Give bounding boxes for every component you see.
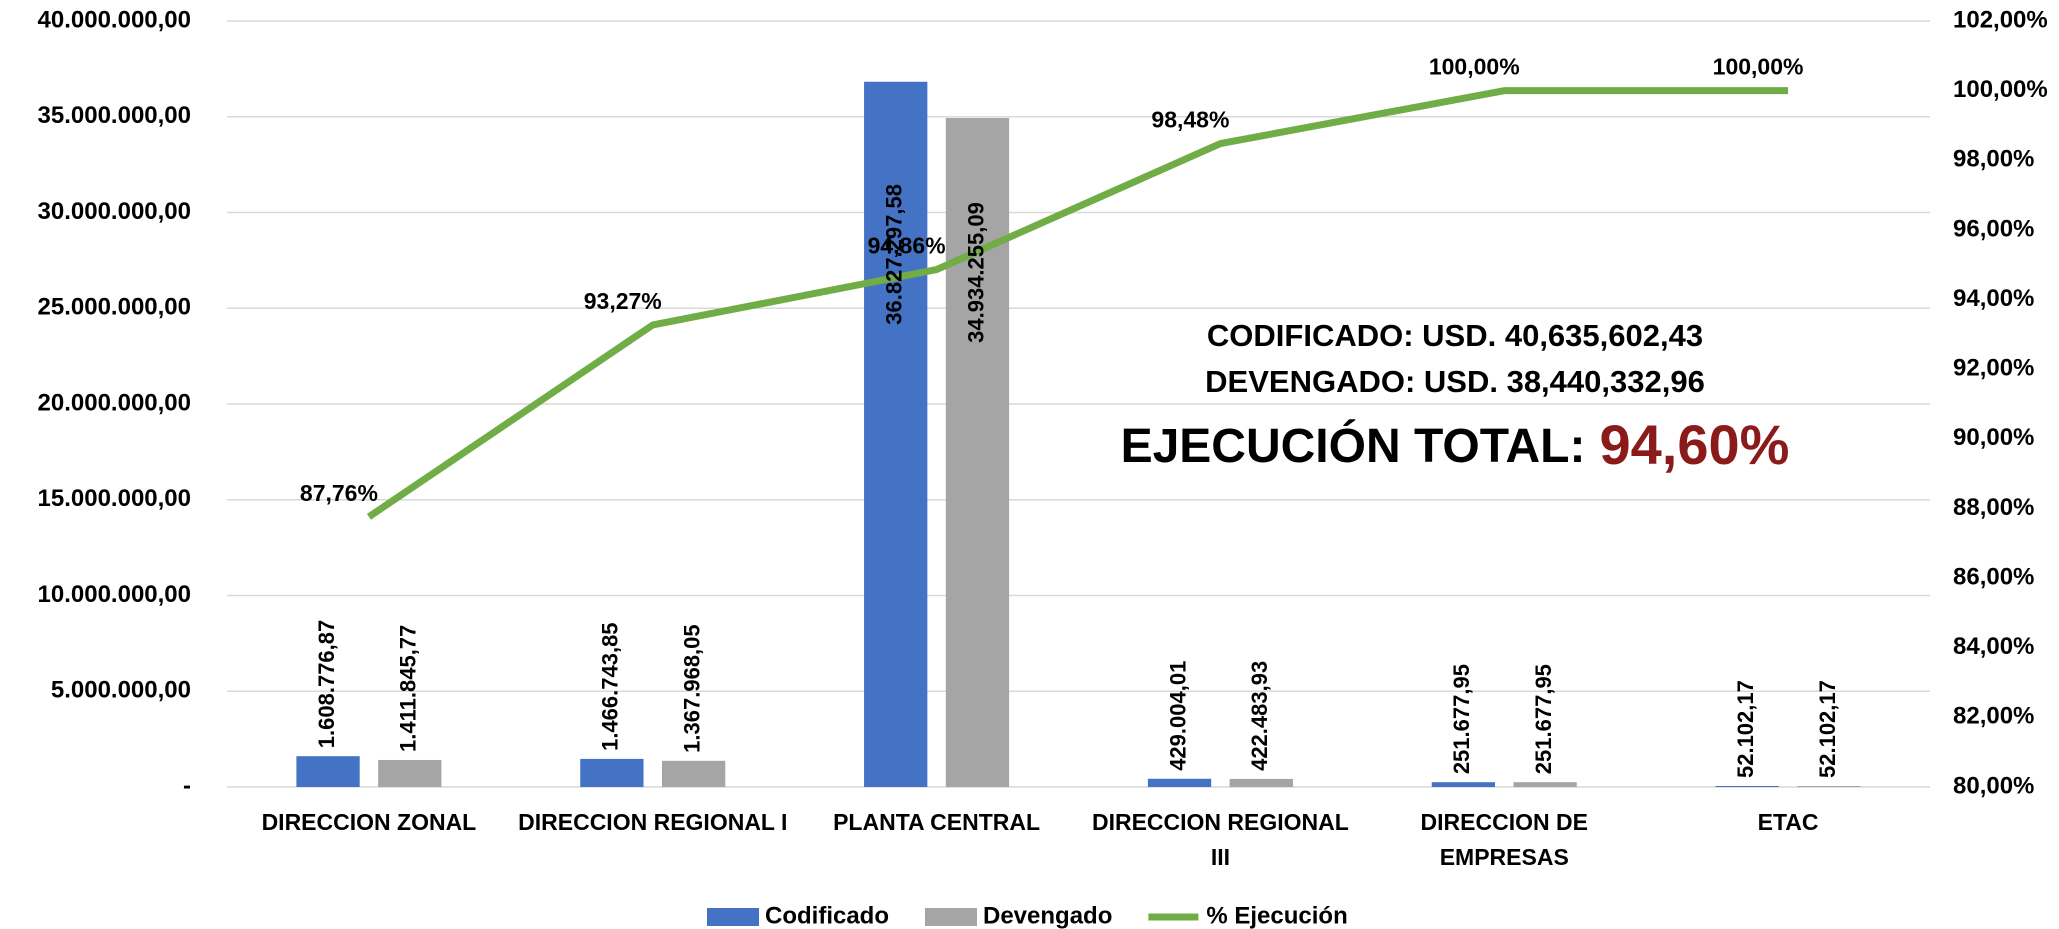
value-label: 1.411.845,77 <box>396 625 421 752</box>
bar <box>945 118 1010 787</box>
x-tick-label: ETAC <box>1757 809 1819 835</box>
line-label: 98,48% <box>1151 107 1229 133</box>
bar <box>1147 778 1212 787</box>
y-tick-label: 15.000.000,00 <box>38 485 191 512</box>
line-label: 87,76% <box>300 480 378 506</box>
line-label: 100,00% <box>1713 54 1804 80</box>
y-tick-label: 25.000.000,00 <box>38 294 191 321</box>
y-tick-label: 20.000.000,00 <box>38 389 191 416</box>
value-label: 36.827.297,58 <box>882 184 907 325</box>
legend-label: Codificado <box>765 902 889 929</box>
legend-swatch <box>707 908 759 926</box>
value-label: 1.466.743,85 <box>598 622 623 750</box>
x-tick-label: DIRECCION REGIONAL III <box>1091 809 1349 870</box>
y2-tick-label: 94,00% <box>1953 285 2034 312</box>
value-label: 429.004,01 <box>1165 661 1190 771</box>
y2-tick-label: 90,00% <box>1953 424 2034 451</box>
value-label: 422.483,93 <box>1247 661 1272 771</box>
annotation-label: EJECUCIÓN TOTAL: <box>1121 418 1586 473</box>
value-label: 52.102,17 <box>1733 680 1758 778</box>
y-tick-label: 5.000.000,00 <box>51 677 191 704</box>
value-label: 52.102,17 <box>1815 680 1840 778</box>
x-tick-label: DIRECCION ZONAL <box>261 809 477 835</box>
y2-tick-label: 88,00% <box>1953 494 2034 521</box>
y-tick-label: 40.000.000,00 <box>38 6 191 33</box>
y2-tick-label: 92,00% <box>1953 355 2034 382</box>
bar <box>1715 786 1779 787</box>
bar <box>580 758 644 787</box>
y2-tick-label: 96,00% <box>1953 215 2034 242</box>
value-label: 251.677,95 <box>1531 664 1556 774</box>
legend-swatch <box>925 908 977 926</box>
line-label: 93,27% <box>584 288 662 314</box>
bar <box>1431 782 1496 787</box>
y-tick-label: 30.000.000,00 <box>38 198 191 225</box>
y2-tick-label: 100,00% <box>1953 76 2048 103</box>
y-tick-label: 35.000.000,00 <box>38 102 191 129</box>
x-tick-label: PLANTA CENTRAL <box>833 809 1041 835</box>
value-label: 251.677,95 <box>1449 664 1474 774</box>
line-label: 100,00% <box>1429 54 1520 80</box>
y2-tick-label: 84,00% <box>1953 633 2034 660</box>
y2-tick-label: 86,00% <box>1953 563 2034 590</box>
bar <box>864 81 928 787</box>
y-tick-label: - <box>183 772 191 799</box>
value-label: 34.934.255,09 <box>963 202 988 343</box>
y2-tick-label: 80,00% <box>1953 772 2034 799</box>
y2-tick-label: 98,00% <box>1953 146 2034 173</box>
value-label: 1.608.776,87 <box>314 620 339 748</box>
annotation: DEVENGADO: USD. 38,440,332,96 <box>1205 364 1705 399</box>
y-tick-label: 10.000.000,00 <box>38 581 191 608</box>
line <box>366 87 1789 520</box>
plot: - 5.000.000,00 10.000.000,00 15.000.000,00 2… <box>38 6 2048 799</box>
bar <box>1513 782 1577 787</box>
y2-tick-label: 102,00% <box>1953 6 2048 33</box>
annotation: EJECUCIÓN TOTAL: 94,60% <box>1121 413 1790 476</box>
bar <box>378 759 442 787</box>
legend-label: % Ejecución <box>1206 902 1347 929</box>
bar <box>1797 786 1861 787</box>
line-label: 94,86% <box>868 233 946 259</box>
legend: Codificado Devengado % Ejecución <box>707 902 1348 929</box>
bar <box>1229 778 1293 787</box>
annotation: CODIFICADO: USD. 40,635,602,43 <box>1207 318 1703 353</box>
bar <box>296 756 360 787</box>
x-tick-label: DIRECCION DE EMPRESAS <box>1420 809 1588 870</box>
legend-label: Devengado <box>983 902 1112 929</box>
bar <box>661 760 726 787</box>
value-label: 1.367.968,05 <box>679 624 704 752</box>
x-tick-label: DIRECCION REGIONAL I <box>518 809 788 835</box>
labels: 1.608.776,87 1.466.743,85 36.827.297,58 429… <box>300 54 1840 778</box>
annotation-value: 94,60% <box>1599 413 1789 476</box>
y2-tick-label: 82,00% <box>1953 703 2034 730</box>
